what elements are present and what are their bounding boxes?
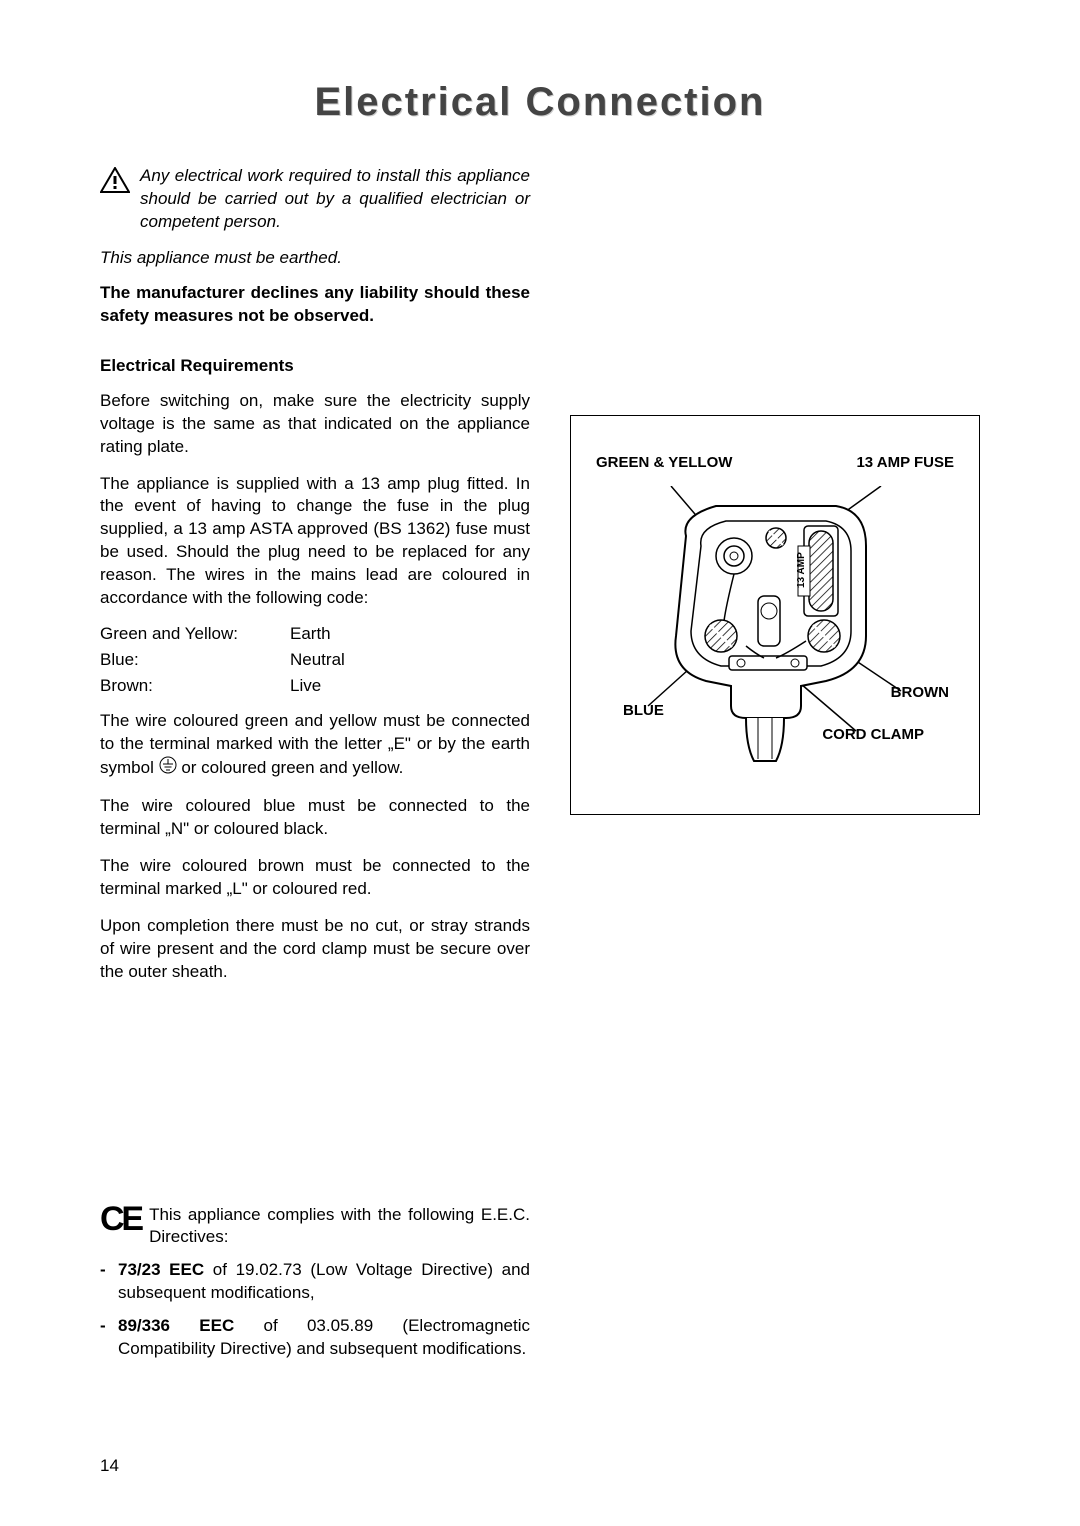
dash-icon: - (100, 1259, 118, 1305)
table-row: Brown: Live (100, 676, 530, 696)
table-row: Green and Yellow: Earth (100, 624, 530, 644)
earth-symbol-icon (159, 756, 177, 781)
warning-text: Any electrical work required to install … (140, 165, 530, 234)
paragraph-4: The wire coloured blue must be connected… (100, 795, 530, 841)
wire-color-table: Green and Yellow: Earth Blue: Neutral Br… (100, 624, 530, 696)
wire-label: Green and Yellow: (100, 624, 290, 644)
earthed-text: This appliance must be earthed. (100, 248, 530, 268)
directive-1-bold: 73/23 EEC (118, 1260, 204, 1279)
paragraph-2: The appliance is supplied with a 13 amp … (100, 473, 530, 611)
right-column: GREEN & YELLOW 13 AMP FUSE BLUE BROWN CO… (570, 165, 980, 1371)
subheading: Electrical Requirements (100, 356, 530, 376)
paragraph-1: Before switching on, make sure the elect… (100, 390, 530, 459)
page-number: 14 (100, 1456, 119, 1476)
diagram-label-fuse: 13 AMP FUSE (856, 454, 954, 471)
warning-triangle-icon (100, 167, 130, 198)
fuse-text: 13 AMP (796, 552, 807, 588)
ce-section: C E This appliance complies with the fol… (100, 1204, 530, 1362)
ce-intro-text: This appliance complies with the followi… (149, 1204, 530, 1250)
ce-intro-row: C E This appliance complies with the fol… (100, 1204, 530, 1250)
paragraph-3: The wire coloured green and yellow must … (100, 710, 530, 781)
warning-block: Any electrical work required to install … (100, 165, 530, 234)
directive-1: - 73/23 EEC of 19.02.73 (Low Voltage Dir… (100, 1259, 530, 1305)
directive-1-text: 73/23 EEC of 19.02.73 (Low Voltage Direc… (118, 1259, 530, 1305)
plug-diagram: GREEN & YELLOW 13 AMP FUSE BLUE BROWN CO… (570, 415, 980, 815)
liability-text: The manufacturer declines any liability … (100, 282, 530, 328)
wire-value: Neutral (290, 650, 345, 670)
content-columns: Any electrical work required to install … (100, 165, 980, 1371)
plug-illustration-icon: 13 AMP (626, 486, 926, 776)
page-title: Electrical Connection (100, 80, 980, 125)
paragraph-5: The wire coloured brown must be connecte… (100, 855, 530, 901)
wire-label: Brown: (100, 676, 290, 696)
left-column: Any electrical work required to install … (100, 165, 530, 1371)
para3-part-b: or coloured green and yellow. (181, 758, 403, 777)
directive-2-bold: 89/336 EEC (118, 1316, 234, 1335)
directive-2: - 89/336 EEC of 03.05.89 (Electromagneti… (100, 1315, 530, 1361)
wire-label: Blue: (100, 650, 290, 670)
wire-value: Earth (290, 624, 331, 644)
table-row: Blue: Neutral (100, 650, 530, 670)
ce-mark-icon: C E (100, 1204, 141, 1250)
diagram-label-green-yellow: GREEN & YELLOW (596, 454, 732, 471)
directive-2-text: 89/336 EEC of 03.05.89 (Electromagnetic … (118, 1315, 530, 1361)
wire-value: Live (290, 676, 321, 696)
dash-icon: - (100, 1315, 118, 1361)
paragraph-6: Upon completion there must be no cut, or… (100, 915, 530, 984)
